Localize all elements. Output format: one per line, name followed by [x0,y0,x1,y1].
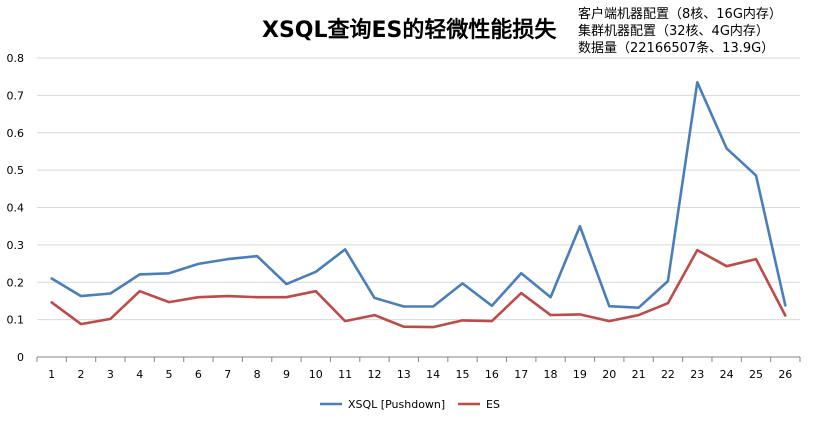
series-line-es [50,248,787,329]
x-tick-label: 13 [397,368,411,381]
x-tick-label: 3 [107,368,114,381]
x-tick-label: 18 [544,368,558,381]
y-tick-label: 0.5 [7,164,25,177]
y-tick-label: 0.2 [7,276,25,289]
y-tick-label: 0.4 [7,202,25,215]
x-tick-label: 22 [661,368,675,381]
x-tick-label: 12 [367,368,381,381]
y-tick-label: 0.3 [7,239,25,252]
y-tick-label: 0 [17,351,24,364]
x-tick-label: 8 [254,368,261,381]
x-tick-label: 17 [514,368,528,381]
y-tick-label: 0.7 [7,89,25,102]
y-tick-label: 0.1 [7,314,25,327]
x-tick-label: 4 [136,368,143,381]
x-tick-label: 20 [602,368,616,381]
x-tick-label: 24 [720,368,734,381]
x-tick-label: 11 [338,368,352,381]
x-tick-label: 21 [632,368,646,381]
x-tick-label: 15 [456,368,470,381]
x-tick-label: 16 [485,368,499,381]
y-tick-label: 0.6 [7,127,25,140]
x-tick-label: 7 [224,368,231,381]
x-tick-label: 5 [166,368,173,381]
note-cluster-config: 集群机器配置（32核、4G内存） [578,24,769,39]
legend-label: ES [486,398,500,411]
note-client-config: 客户端机器配置（8核、16G内存） [578,7,782,22]
x-tick-label: 1 [48,368,55,381]
x-tick-label: 26 [778,368,792,381]
x-tick-label: 19 [573,368,587,381]
config-notes: 客户端机器配置（8核、16G内存） 集群机器配置（32核、4G内存） 数据量（2… [578,6,782,57]
x-tick-label: 23 [690,368,704,381]
x-tick-label: 14 [426,368,440,381]
x-tick-label: 6 [195,368,202,381]
series-line-xsql-pushdown [50,81,787,310]
y-tick-label: 0.8 [7,52,25,65]
x-tick-label: 2 [78,368,85,381]
legend-label: XSQL [Pushdown] [348,398,445,411]
chart-title: XSQL查询ES的轻微性能损失 [262,18,557,43]
x-tick-label: 9 [283,368,290,381]
note-data-volume: 数据量（22166507条、13.9G） [578,41,775,56]
x-tick-label: 25 [749,368,763,381]
x-tick-label: 10 [309,368,323,381]
